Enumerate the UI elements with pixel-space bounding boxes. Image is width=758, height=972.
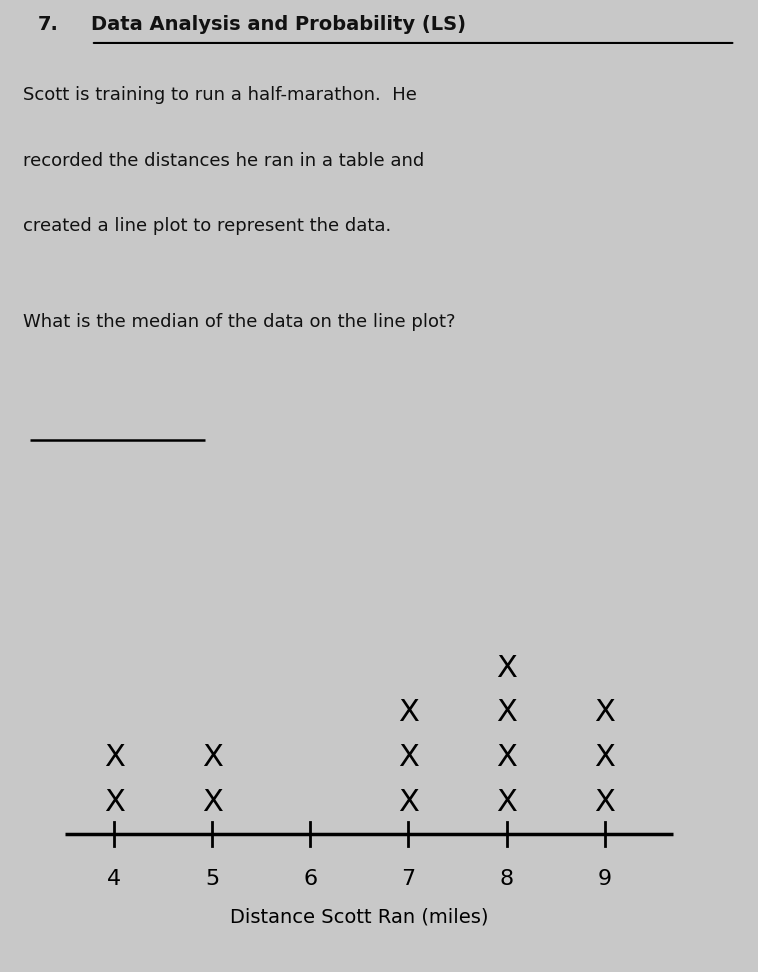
Text: X: X (594, 698, 615, 727)
Text: What is the median of the data on the line plot?: What is the median of the data on the li… (23, 313, 456, 331)
Text: X: X (496, 698, 517, 727)
Text: recorded the distances he ran in a table and: recorded the distances he ran in a table… (23, 152, 424, 170)
Text: created a line plot to represent the data.: created a line plot to represent the dat… (23, 218, 391, 235)
Text: 9: 9 (597, 869, 612, 889)
Text: 7.: 7. (38, 16, 59, 34)
Text: X: X (496, 787, 517, 816)
Text: X: X (496, 653, 517, 682)
Text: 8: 8 (500, 869, 514, 889)
Text: X: X (202, 787, 223, 816)
Text: 4: 4 (107, 869, 121, 889)
Text: X: X (104, 743, 124, 772)
Text: X: X (104, 787, 124, 816)
Text: X: X (202, 743, 223, 772)
Text: X: X (594, 787, 615, 816)
Text: 7: 7 (402, 869, 415, 889)
Text: X: X (398, 743, 419, 772)
Text: X: X (496, 743, 517, 772)
Text: 6: 6 (303, 869, 318, 889)
Text: X: X (398, 787, 419, 816)
Text: X: X (398, 698, 419, 727)
Text: Data Analysis and Probability (LS): Data Analysis and Probability (LS) (91, 16, 466, 34)
Text: 5: 5 (205, 869, 219, 889)
Text: Distance Scott Ran (miles): Distance Scott Ran (miles) (230, 908, 489, 926)
Text: Scott is training to run a half-marathon.  He: Scott is training to run a half-marathon… (23, 86, 417, 104)
Text: X: X (594, 743, 615, 772)
